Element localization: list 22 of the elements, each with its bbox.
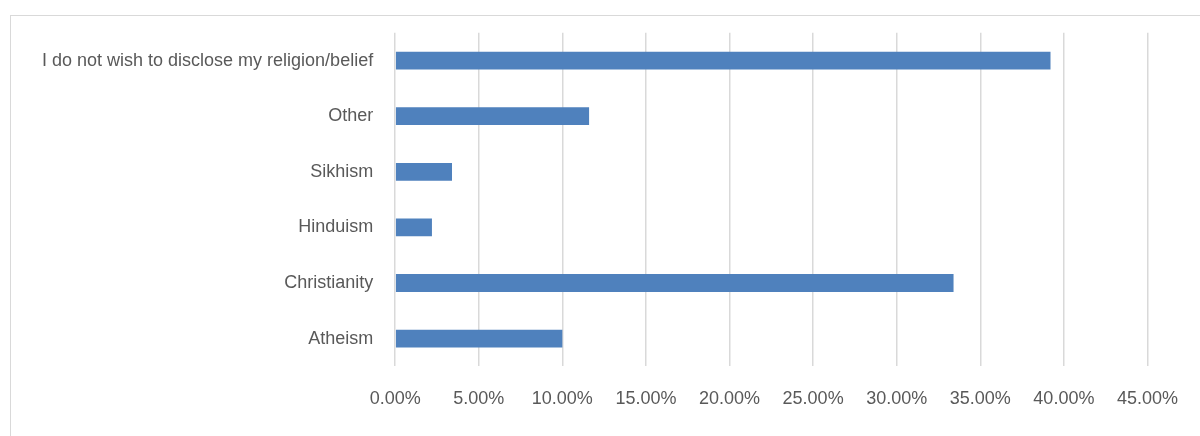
y-tick-label: I do not wish to disclose my religion/belief xyxy=(41,49,375,70)
x-tick-label: 40.00% xyxy=(1033,388,1095,409)
x-tick-label: 15.00% xyxy=(615,388,677,409)
y-tick-label: Sikhism xyxy=(310,160,374,181)
y-tick-label: Christianity xyxy=(284,271,374,292)
x-tick-label: 35.00% xyxy=(949,388,1011,409)
x-tick-label: 20.00% xyxy=(698,388,761,409)
x-tick-label: 25.00% xyxy=(782,388,844,409)
bar xyxy=(395,51,1051,70)
x-tick-label: 5.00% xyxy=(453,388,505,409)
bar xyxy=(395,218,432,237)
bar xyxy=(395,329,563,348)
x-tick-label: 30.00% xyxy=(866,388,928,409)
bar xyxy=(395,162,452,181)
bar xyxy=(395,274,954,292)
x-tick-label: 10.00% xyxy=(531,388,593,409)
x-tick-label: 45.00% xyxy=(1116,388,1179,409)
y-tick-label: Other xyxy=(328,105,374,126)
y-tick-label: Hinduism xyxy=(298,216,374,237)
y-tick-label: Atheism xyxy=(308,327,374,348)
bar xyxy=(395,107,590,126)
x-tick-label: 0.00% xyxy=(369,388,421,409)
